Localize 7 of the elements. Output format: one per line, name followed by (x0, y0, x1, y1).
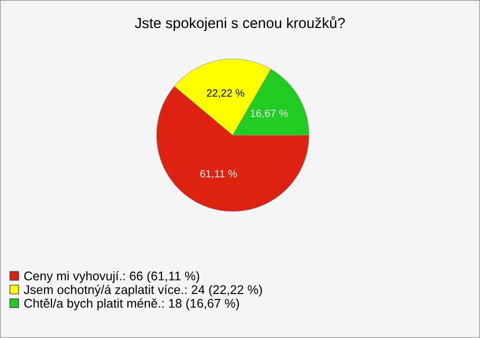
legend-label: Chtěl/a bych platit méně.: 18 (16,67 %) (24, 298, 239, 310)
chart-title: Jste spokojeni s cenou kroužků? (134, 16, 345, 32)
data-label: 16,67 % (250, 110, 288, 118)
data-label: 61,11 % (200, 170, 237, 179)
legend-label: Jsem ochotný/á zaplatit více.: 24 (22,22 %) (24, 284, 262, 297)
data-label: 22,22 % (206, 89, 244, 98)
legend-label: Ceny mi vyhovují.: 66 (61,11 %) (24, 271, 200, 283)
